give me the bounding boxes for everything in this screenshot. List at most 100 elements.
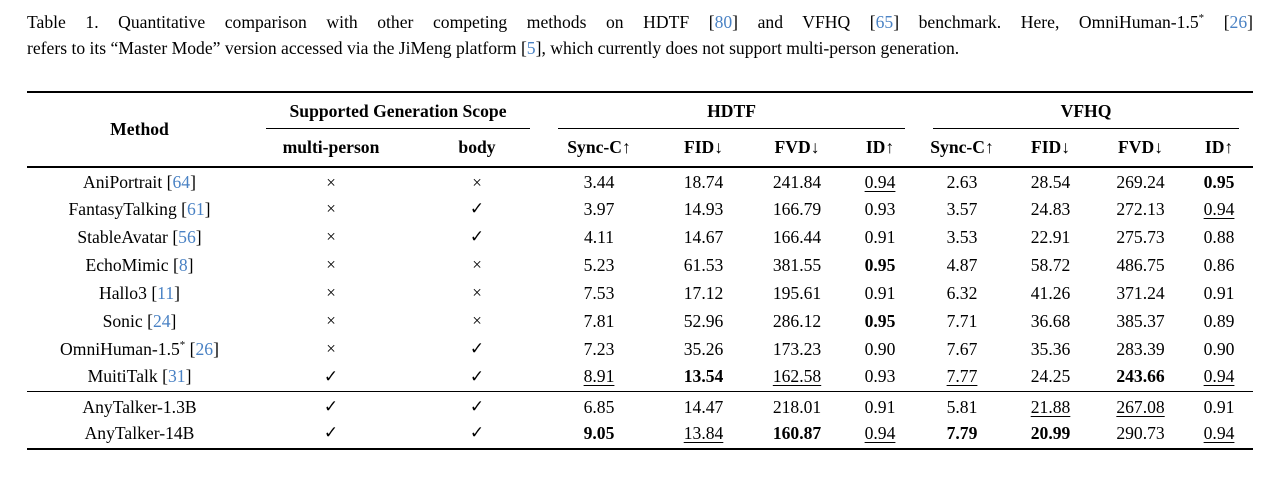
metric-value: 486.75 — [1096, 251, 1185, 279]
citation-link[interactable]: 11 — [157, 282, 175, 303]
metric-value-text: 14.93 — [683, 198, 724, 219]
metric-value-text: 2.63 — [946, 172, 978, 192]
citation-link[interactable]: 5 — [526, 38, 536, 58]
citation-link[interactable]: 26 — [195, 338, 214, 359]
metric-value-text: 4.11 — [583, 226, 615, 247]
table-row: Hallo3 [11] × × 7.53 17.12 195.61 0.91 6.32 41.2… — [27, 279, 1253, 307]
citation-link[interactable]: 56 — [178, 226, 196, 247]
metric-value: 385.37 — [1096, 307, 1185, 335]
metric-value: 7.81 — [544, 307, 654, 335]
metric-value-text: 3.97 — [583, 198, 615, 219]
metric-value-text: 0.95 — [1203, 172, 1235, 192]
metric-value-text: 0.94 — [1203, 422, 1235, 443]
metric-value-text: 7.53 — [583, 282, 615, 303]
metric-value: 381.55 — [753, 251, 841, 279]
metric-value: 35.36 — [1005, 335, 1096, 363]
metric-value-text: 162.58 — [772, 366, 822, 387]
metric-value-text: 61.53 — [683, 254, 724, 275]
metric-value: 5.81 — [919, 391, 1005, 420]
metric-value: 17.12 — [654, 279, 753, 307]
multi-person-mark: ✓ — [323, 366, 339, 386]
citation-link[interactable]: 31 — [167, 366, 186, 387]
table-row: AnyTalker-14B ✓ ✓ 9.05 13.84 160.87 0.94 7.79 20… — [27, 420, 1253, 449]
metric-value-text: 160.87 — [772, 422, 822, 443]
table-row: FantasyTalking [61] × ✓ 3.97 14.93 166.79 0.93… — [27, 195, 1253, 223]
metric-value-text: 241.84 — [772, 172, 822, 192]
metric-value-text: 36.68 — [1030, 310, 1071, 331]
metric-value-text: 5.81 — [946, 396, 978, 417]
metric-value-text: 7.77 — [946, 366, 978, 387]
metric-value: 0.95 — [841, 251, 919, 279]
metric-value: 275.73 — [1096, 223, 1185, 251]
table-row: Sonic [24] × × 7.81 52.96 286.12 0.95 7.71 36.68… — [27, 307, 1253, 335]
subcol-hdtf-id: ID↑ — [865, 137, 895, 157]
multi-person-mark: × — [326, 255, 336, 274]
subcol-vfhq-fvd: FVD↓ — [1118, 137, 1163, 157]
multi-person-mark: × — [326, 339, 336, 358]
metric-value: 0.91 — [841, 391, 919, 420]
metric-value: 162.58 — [753, 363, 841, 391]
metric-value: 14.47 — [654, 391, 753, 420]
metric-value-text: 13.84 — [683, 422, 724, 443]
multi-person-mark: ✓ — [323, 397, 339, 417]
metric-value-text: 0.91 — [1203, 282, 1235, 303]
metric-value-text: 24.25 — [1030, 366, 1071, 387]
metric-value: 21.88 — [1005, 391, 1096, 420]
metric-value: 218.01 — [753, 391, 841, 420]
metric-value-text: 3.44 — [583, 172, 615, 192]
metric-value-text: 0.91 — [1203, 396, 1235, 417]
metric-value: 267.08 — [1096, 391, 1185, 420]
metric-value: 14.67 — [654, 223, 753, 251]
citation-link[interactable]: 26 — [1229, 12, 1248, 32]
metric-value: 7.79 — [919, 420, 1005, 449]
metric-value: 269.24 — [1096, 167, 1185, 195]
metric-value-text: 267.08 — [1116, 396, 1165, 417]
metric-value: 14.93 — [654, 195, 753, 223]
metric-value: 13.54 — [654, 363, 753, 391]
metric-value-text: 41.26 — [1030, 282, 1071, 303]
citation-link[interactable]: 24 — [152, 310, 171, 331]
metric-value: 61.53 — [654, 251, 753, 279]
citation-link[interactable]: 65 — [875, 12, 894, 32]
metric-value-text: 28.54 — [1030, 172, 1071, 192]
method-cell: Sonic [24] — [102, 310, 177, 331]
citation-link[interactable]: 80 — [714, 12, 733, 32]
multi-person-mark: × — [326, 172, 336, 192]
metric-value: 20.99 — [1005, 420, 1096, 449]
metric-value-text: 0.88 — [1203, 226, 1235, 247]
metric-value: 3.53 — [919, 223, 1005, 251]
metric-value: 0.91 — [841, 279, 919, 307]
body-mark: ✓ — [469, 227, 485, 246]
metric-value: 6.85 — [544, 391, 654, 420]
header-subcol-row: multi-person body Sync-C↑ FID↓ FVD↓ ID↑ … — [27, 129, 1253, 167]
metric-value-text: 486.75 — [1116, 254, 1165, 275]
citation-link[interactable]: 61 — [187, 198, 205, 219]
metric-value-text: 286.12 — [772, 310, 822, 331]
metric-value-text: 6.85 — [583, 396, 615, 417]
method-cell: FantasyTalking [61] — [68, 198, 211, 219]
proposed-methods-section: AnyTalker-1.3B ✓ ✓ 6.85 14.47 218.01 0.91 5.81 2… — [27, 391, 1254, 449]
group-header-vfhq: VFHQ — [919, 92, 1253, 129]
metric-value-text: 243.66 — [1116, 366, 1165, 387]
body-mark: × — [472, 172, 482, 192]
metric-value-text: 275.73 — [1116, 226, 1165, 247]
citation-link[interactable]: 64 — [172, 172, 191, 192]
superscript-marker: * — [1198, 12, 1205, 25]
method-cell: MuitiTalk [31] — [87, 366, 192, 387]
metric-value: 52.96 — [654, 307, 753, 335]
metric-value: 286.12 — [753, 307, 841, 335]
citation-link[interactable]: 8 — [178, 254, 188, 275]
table-row: OmniHuman-1.5* [26] × ✓ 7.23 35.26 173.23 0.90… — [27, 335, 1253, 363]
vfhq-group-rule: VFHQ — [933, 99, 1240, 129]
metric-value-text: 166.79 — [772, 198, 822, 219]
metric-value-text: 0.93 — [864, 198, 896, 219]
metric-value-text: 7.71 — [946, 310, 978, 331]
group-label-vfhq: VFHQ — [1060, 101, 1112, 121]
metric-value-text: 0.94 — [1203, 366, 1235, 387]
metric-value-text: 9.05 — [583, 422, 615, 443]
metric-value-text: 0.91 — [864, 396, 896, 417]
body-mark: ✓ — [469, 366, 485, 386]
metric-value-text: 0.95 — [864, 310, 896, 331]
metric-value-text: 7.23 — [583, 338, 615, 359]
baseline-methods-section: AniPortrait [64] × × 3.44 18.74 241.84 0.94 2.6… — [27, 167, 1253, 391]
